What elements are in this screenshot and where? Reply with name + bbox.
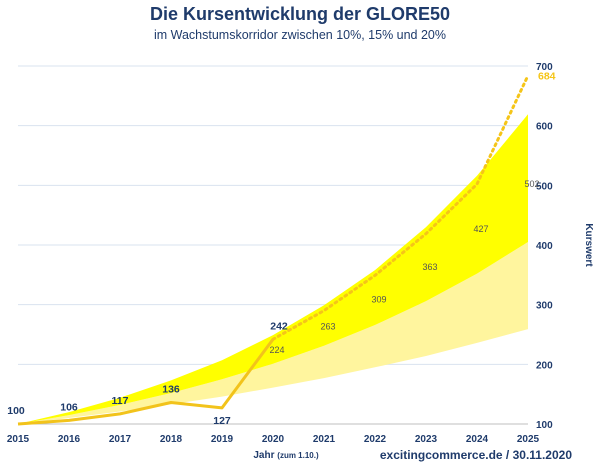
band-15-20-area (18, 114, 528, 425)
corridor-value-label: 363 (422, 262, 437, 272)
corridor-value-label: 502 (524, 179, 539, 189)
y-tick-label: 700 (536, 62, 553, 73)
band-10-15-area (18, 242, 528, 424)
data-labels: 100 106 117 136 127 242 684 (7, 71, 555, 427)
chart-subtitle: im Wachstumskorridor zwischen 10%, 15% u… (153, 28, 447, 42)
actual-data-label: 127 (213, 415, 231, 427)
y-tick-label: 300 (536, 301, 553, 312)
corridor-value-label: 427 (473, 224, 488, 234)
x-tick-label: 2016 (58, 434, 81, 445)
x-tick-label: 2015 (7, 434, 30, 445)
corridor-value-label: 263 (320, 322, 335, 332)
x-tick-label: 2019 (211, 434, 234, 445)
x-tick-label: 2025 (517, 434, 540, 445)
x-tick-labels: 2015 2016 2017 2018 2019 2020 2021 2022 2023 2024… (7, 434, 540, 445)
projection-series-line (271, 74, 530, 341)
corridor-value-label: 309 (371, 294, 386, 304)
projection-end-label: 684 (538, 71, 556, 83)
x-tick-label: 2023 (415, 434, 438, 445)
corridor-labels: 224 263 309 363 427 502 (269, 179, 539, 355)
x-tick-label: 2022 (364, 434, 387, 445)
source-footer: excitingcommerce.de / 30.11.2020 (379, 448, 572, 462)
x-tick-label: 2021 (313, 434, 336, 445)
actual-data-label: 106 (60, 401, 78, 413)
y-tick-label: 400 (536, 241, 553, 252)
chart-title: Die Kursentwicklung der GLORE50 (149, 4, 451, 24)
y-tick-label: 600 (536, 122, 553, 133)
y-tick-label: 500 (536, 181, 553, 192)
x-axis-label: Jahr (zum 1.10.) (253, 450, 319, 461)
x-axis-label-main: Jahr (253, 450, 277, 461)
corridor-value-label: 224 (269, 345, 284, 355)
x-tick-label: 2020 (262, 434, 285, 445)
x-tick-label: 2018 (160, 434, 183, 445)
actual-data-label: 242 (270, 320, 288, 332)
y-tick-label: 100 (536, 420, 553, 431)
y-axis-label: Kurswert (583, 223, 594, 267)
actual-data-label: 117 (112, 395, 129, 407)
actual-series-line (17, 338, 275, 426)
y-tick-label: 200 (536, 360, 553, 371)
x-tick-label: 2017 (109, 434, 132, 445)
x-axis-label-note: (zum 1.10.) (277, 451, 319, 460)
y-tick-labels: 100 200 300 400 500 600 700 (536, 62, 553, 431)
actual-data-label: 136 (162, 384, 180, 396)
x-tick-label: 2024 (466, 434, 489, 445)
actual-data-label: 100 (7, 405, 25, 417)
